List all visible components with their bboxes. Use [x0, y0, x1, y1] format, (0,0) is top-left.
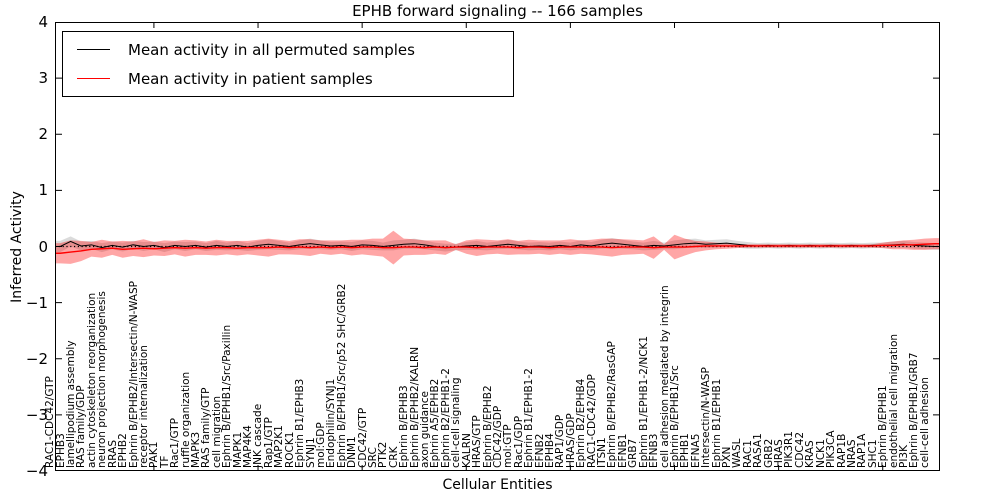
legend-label: Mean activity in patient samples [128, 69, 373, 88]
x-axis-label: Cellular Entities [442, 477, 553, 493]
y-tick-label: −3 [25, 405, 48, 424]
y-tick-label: 3 [38, 69, 48, 88]
legend-entry: Mean activity in all permuted samples [63, 37, 513, 63]
chart-title: EPHB forward signaling -- 166 samples [352, 2, 643, 20]
y-tick-label: 0 [38, 237, 48, 256]
y-tick-label: −2 [25, 349, 48, 368]
plot-area: RAC1-CDC42/GTP EPHB3 lamellipodium assembl… [44, 22, 940, 471]
x-tick-label: RAC1-CDC42/GTP [44, 376, 57, 468]
patient-mean-line [55, 242, 940, 254]
y-tick-label: −1 [25, 293, 48, 312]
permuted-band [55, 236, 940, 253]
legend-label: Mean activity in all permuted samples [128, 40, 415, 59]
legend-line-swatch-0 [77, 49, 110, 50]
legend-entry: Mean activity in patient samples [63, 66, 513, 92]
legend: Mean activity in all permuted samples Mea… [62, 31, 514, 97]
y-tick-label: 2 [38, 125, 48, 144]
legend-line-swatch-1 [77, 78, 110, 79]
y-tick-label: 1 [38, 181, 48, 200]
axis-frame [55, 22, 940, 471]
y-tick-label: −4 [25, 462, 48, 480]
y-tick-label: 4 [38, 13, 48, 31]
plot-canvas [55, 22, 940, 471]
